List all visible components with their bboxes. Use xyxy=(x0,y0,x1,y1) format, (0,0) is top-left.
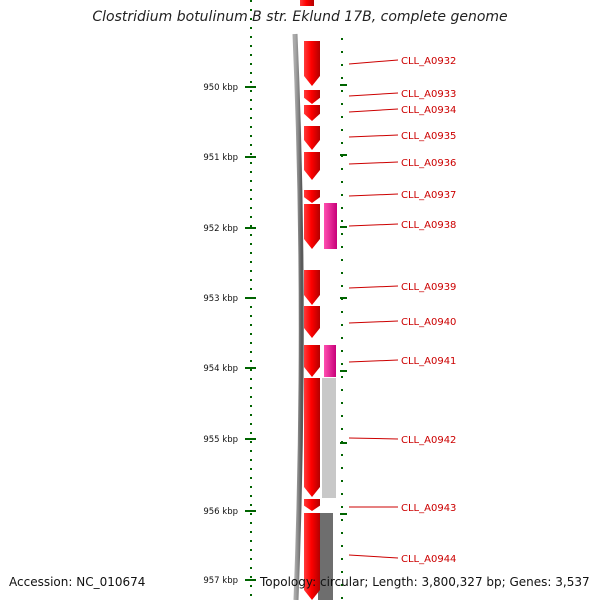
gene-leader-line xyxy=(348,92,399,97)
cds-arrow xyxy=(304,41,320,86)
cds-arrow xyxy=(304,499,320,511)
accession-label: Accession: NC_010674 xyxy=(9,575,146,589)
scale-label: 954 kbp xyxy=(203,364,238,374)
gene-leader-line xyxy=(348,437,399,440)
gene-label: CLL_A0939 xyxy=(401,282,456,293)
gene-label: CLL_A0934 xyxy=(401,105,456,116)
gene-label: CLL_A0933 xyxy=(401,89,456,100)
rna-feature xyxy=(324,345,336,377)
cds-arrow xyxy=(304,345,320,377)
gene-label: CLL_A0932 xyxy=(401,56,456,67)
cds-arrow xyxy=(300,0,314,6)
gene-label: CLL_A0937 xyxy=(401,190,456,201)
backbone-arc xyxy=(292,33,304,600)
gene-label: CLL_A0941 xyxy=(401,356,456,367)
gene-label: CLL_A0943 xyxy=(401,503,456,514)
gene-leader-line xyxy=(348,134,399,138)
gene-label: CLL_A0938 xyxy=(401,220,456,231)
cds-arrow xyxy=(304,204,320,249)
cds-arrow xyxy=(304,378,320,497)
cds-arrow xyxy=(304,105,320,121)
gene-label: CLL_A0935 xyxy=(401,131,456,142)
gene-leader-line xyxy=(348,320,399,324)
cds-arrow xyxy=(304,306,320,338)
gene-leader-line xyxy=(348,59,399,65)
cds-arrow xyxy=(304,126,320,150)
cds-arrow xyxy=(304,270,320,305)
gc-content-dark xyxy=(318,513,333,600)
rna-feature xyxy=(324,203,337,249)
gc-content-light xyxy=(322,378,336,498)
cds-arrow xyxy=(304,190,320,203)
gene-leader-line xyxy=(348,161,399,165)
gene-leader-line xyxy=(348,359,399,363)
scale-label: 952 kbp xyxy=(203,224,238,234)
cds-arrow xyxy=(304,513,320,600)
gene-label: CLL_A0936 xyxy=(401,158,456,169)
gene-leader-line xyxy=(348,193,399,197)
scale-label: 951 kbp xyxy=(203,153,238,163)
map-title: Clostridium botulinum B str. Eklund 17B,… xyxy=(92,9,508,25)
topology-label: Topology: circular; Length: 3,800,327 bp… xyxy=(260,575,590,589)
gene-leader-line xyxy=(348,223,399,227)
gene-leader-line xyxy=(348,285,399,289)
gene-leader-line xyxy=(348,108,399,113)
scale-label: 955 kbp xyxy=(203,435,238,445)
gene-leader-line xyxy=(348,554,399,559)
scale-label: 953 kbp xyxy=(203,294,238,304)
cds-arrow xyxy=(304,90,320,104)
gene-label: CLL_A0944 xyxy=(401,554,456,565)
gene-label: CLL_A0942 xyxy=(401,435,456,446)
gene-label: CLL_A0940 xyxy=(401,317,456,328)
scale-label: 956 kbp xyxy=(203,507,238,517)
cds-arrow xyxy=(304,152,320,180)
scale-label: 950 kbp xyxy=(203,83,238,93)
scale-label: 957 kbp xyxy=(203,576,238,586)
